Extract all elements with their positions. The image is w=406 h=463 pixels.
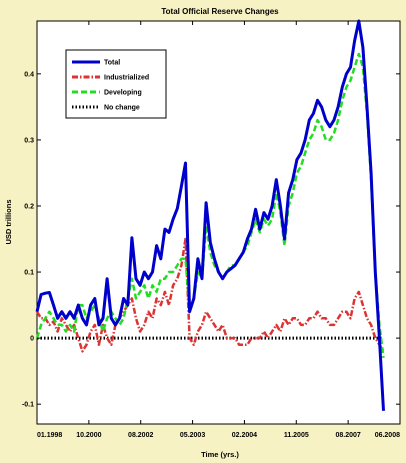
x-axis-label: Time (yrs.) <box>201 450 239 459</box>
x-axis: 01.1998 10.2000 08.2002 05.2003 02.2004 11.20… <box>36 21 401 439</box>
x-tick-label: 08.2007 <box>335 432 360 439</box>
series-line-total <box>35 19 385 411</box>
x-tick-label: 05.2003 <box>180 432 205 439</box>
legend-label-total: Total <box>104 60 120 67</box>
plot-content <box>35 19 385 411</box>
legend-label-industrialized: Industrialized <box>104 75 149 82</box>
x-tick-label: 01.1998 <box>37 432 62 439</box>
x-tick-label: 08.2002 <box>128 432 153 439</box>
y-tick-label: 0.4 <box>24 71 34 78</box>
x-tick-label: 06.2008 <box>375 432 400 439</box>
y-tick-label: 0 <box>30 336 34 343</box>
y-tick-label: 0.3 <box>24 137 34 144</box>
legend-label-developing: Developing <box>104 90 142 97</box>
y-tick-label: -0.1 <box>22 402 34 409</box>
legend: Total Industrialized Developing No change <box>65 49 167 119</box>
y-axis-label: USD trillions <box>4 199 13 244</box>
chart-title: Total Official Reserve Changes <box>161 7 279 16</box>
x-tick-label: 02.2004 <box>232 432 257 439</box>
x-tick-label: 11.2005 <box>284 432 309 439</box>
x-tick-label: 10.2000 <box>76 432 101 439</box>
series-line-industrialized <box>35 237 385 353</box>
y-tick-label: 0.1 <box>24 270 34 277</box>
y-tick-label: 0.2 <box>24 203 34 210</box>
legend-label-no-change: No change <box>104 105 140 112</box>
y-axis: -0.1 0 0.1 0.2 0.3 0.4 <box>22 71 400 409</box>
